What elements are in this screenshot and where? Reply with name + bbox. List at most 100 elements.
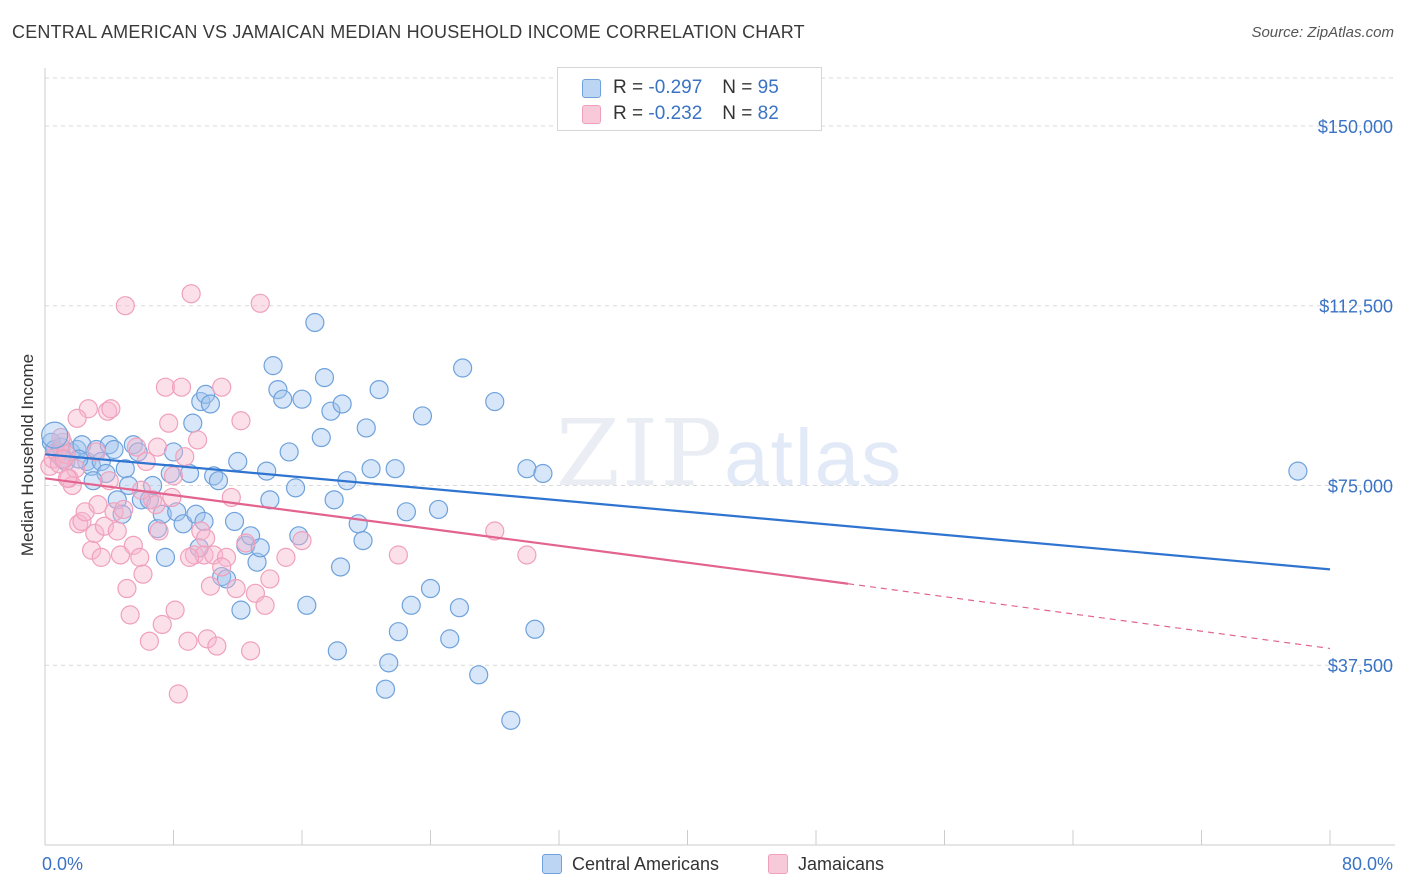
jamaican-point [69, 514, 89, 534]
central-american-point [250, 538, 270, 558]
central-american-point [268, 379, 288, 400]
jamaican-point [260, 569, 280, 589]
central-american-point [412, 406, 433, 426]
jamaican-point [179, 547, 200, 567]
bottom-legend-label: Central Americans [572, 853, 720, 874]
jamaican-point [159, 413, 179, 433]
jamaican-point [117, 578, 137, 599]
jamaican-point [139, 631, 160, 651]
central-american-point [525, 619, 545, 639]
central-american-point [401, 595, 421, 615]
blue-swatch-icon [542, 854, 562, 874]
jamaican-point [67, 408, 87, 428]
jamaican-point [130, 547, 150, 567]
y-tick-label: $75,000 [1328, 476, 1393, 496]
central-american-point [388, 622, 408, 642]
central-american-point [311, 427, 331, 448]
central-american-point [216, 569, 237, 589]
central-american-point [208, 471, 229, 491]
y-tick-label: $150,000 [1318, 117, 1393, 137]
central-american-point [263, 356, 283, 376]
jamaican-point [101, 399, 121, 419]
jamaican-point [94, 516, 115, 536]
jamaican-point [181, 284, 201, 304]
legend-row-jamaicans: R = -0.232 N = 82 [582, 102, 779, 126]
central-american-point [83, 471, 103, 491]
jamaican-point [175, 447, 195, 467]
jamaican-point [126, 437, 147, 457]
jamaican-point [178, 631, 198, 651]
central-american-point [247, 552, 267, 572]
y-axis-label: Median Household Income [18, 353, 37, 557]
central-american-point [385, 459, 405, 479]
central-american-point [324, 490, 344, 510]
jamaican-point [162, 487, 182, 508]
jamaican-point [149, 521, 169, 541]
jamaican-point [292, 530, 312, 551]
central-american-point [420, 578, 441, 599]
jamaican-point [155, 377, 176, 397]
central-american-point [356, 418, 376, 438]
central-american-point [152, 504, 172, 524]
jamaican-point [276, 547, 296, 567]
legend-r-label: R = [613, 103, 644, 124]
jamaican-point [81, 540, 102, 560]
central-american-trendline [44, 453, 1331, 571]
central-american-point [327, 641, 347, 661]
x-tick-label: 0.0% [42, 854, 83, 874]
central-american-point [285, 478, 306, 498]
central-american-point [273, 389, 293, 409]
jamaican-point [163, 466, 184, 486]
jamaican-point [171, 377, 192, 397]
jamaican-point [485, 521, 505, 541]
jamaican-point [107, 521, 127, 541]
legend-n-label: N = [722, 77, 753, 98]
central-american-point [231, 600, 251, 620]
central-american-point [183, 413, 203, 433]
jamaican-point [88, 495, 108, 515]
jamaican-point [255, 595, 275, 615]
central-american-point [440, 629, 460, 649]
central-american-point [379, 653, 399, 673]
central-american-point [314, 368, 335, 388]
central-american-point [533, 463, 553, 484]
central-american-point [369, 379, 389, 400]
central-american-point [155, 547, 176, 567]
central-american-point [361, 459, 381, 479]
central-american-point [297, 595, 317, 615]
chart-title: CENTRAL AMERICAN VS JAMAICAN MEDIAN HOUS… [12, 22, 805, 42]
central-american-point [501, 710, 521, 730]
jamaican-point [231, 411, 251, 431]
jamaican-point [85, 523, 105, 544]
central-american-point [167, 502, 187, 522]
watermark-zip: ZIP [556, 400, 725, 507]
central-american-point [200, 394, 221, 414]
jamaican-point [250, 293, 270, 313]
central-american-point [224, 511, 245, 532]
jamaican-point [165, 600, 185, 620]
legend-r-value: -0.232 [648, 103, 703, 124]
central-american-point [485, 391, 505, 412]
central-american-point [257, 461, 277, 481]
pink-swatch-icon [582, 104, 601, 124]
jamaican-point [207, 636, 227, 656]
jamaican-point [200, 576, 221, 596]
jamaican-point [133, 564, 153, 584]
jamaican-point [54, 449, 74, 469]
legend-n-value: 82 [757, 103, 779, 124]
legend-r-value: -0.297 [648, 77, 703, 98]
central-american-point [305, 312, 325, 333]
jamaican-point [517, 545, 537, 565]
jamaican-point [57, 468, 78, 488]
central-american-point [91, 451, 111, 472]
jamaican-point [110, 545, 131, 565]
blue-swatch-icon [582, 78, 601, 98]
central-american-point [428, 499, 449, 520]
jamaican-trendline-extension [848, 583, 1331, 650]
jamaican-point [212, 557, 232, 577]
jamaican-point [168, 684, 188, 704]
source-label: Source: ZipAtlas.com [1251, 24, 1394, 41]
central-american-point [228, 451, 248, 472]
central-american-point [321, 401, 341, 421]
